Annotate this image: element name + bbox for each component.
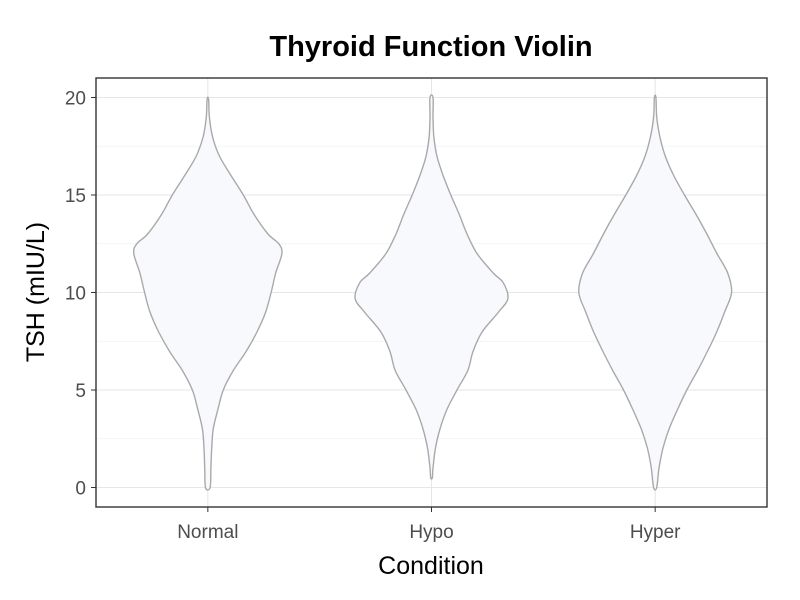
y-tick-label: 5 bbox=[75, 381, 86, 402]
y-axis: 0 5 10 15 20 bbox=[65, 89, 96, 500]
violin-normal bbox=[132, 96, 283, 491]
x-axis-title: Condition bbox=[378, 552, 484, 580]
violins bbox=[132, 94, 733, 491]
x-tick-label: Hyper bbox=[630, 522, 681, 543]
violin-hypo bbox=[354, 94, 509, 480]
y-tick-label: 10 bbox=[65, 284, 86, 305]
y-tick-label: 20 bbox=[65, 89, 86, 110]
violin-hyper bbox=[578, 94, 733, 491]
y-axis-title: TSH (mIU/L) bbox=[22, 222, 50, 362]
x-tick-label: Hypo bbox=[409, 522, 453, 543]
x-tick-label: Normal bbox=[177, 522, 238, 543]
y-tick-label: 15 bbox=[65, 186, 86, 207]
y-tick-label: 0 bbox=[75, 479, 86, 500]
x-axis: Normal Hypo Hyper bbox=[177, 507, 681, 543]
chart-title: Thyroid Function Violin bbox=[269, 31, 592, 63]
